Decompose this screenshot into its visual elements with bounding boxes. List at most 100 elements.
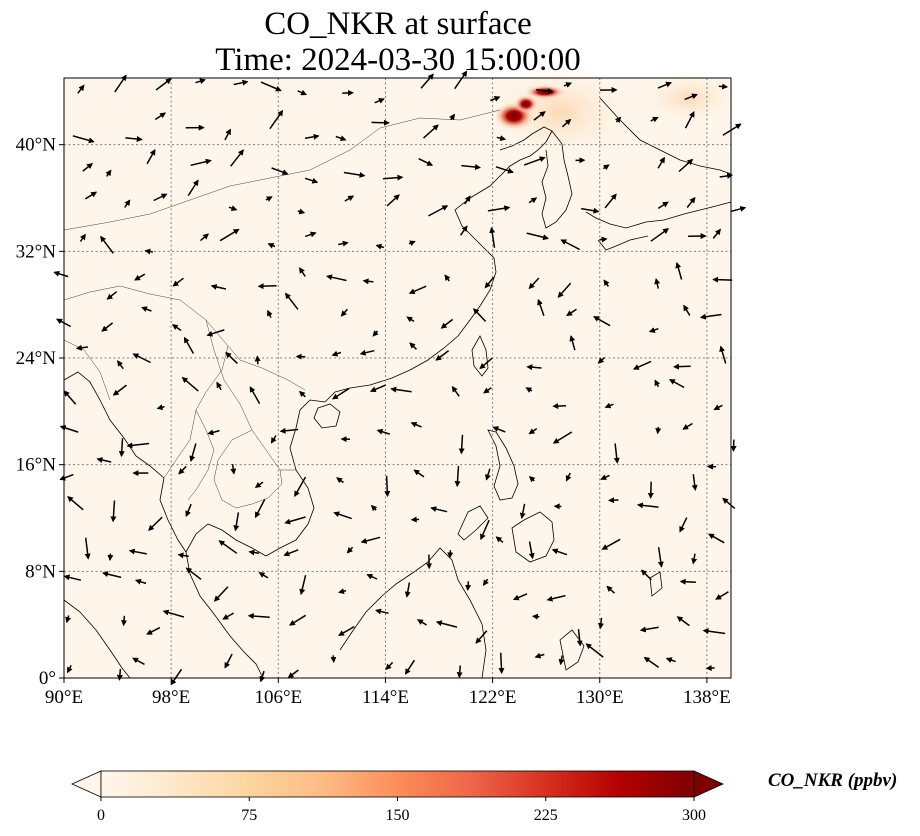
- co-plume: [525, 85, 565, 99]
- wind-arrow: [144, 248, 154, 255]
- wind-arrow: [338, 240, 349, 247]
- wind-arrow: [110, 500, 117, 523]
- wind-arrow: [459, 225, 468, 236]
- wind-arrow: [284, 516, 306, 525]
- wind-arrow: [526, 232, 550, 241]
- wind-arrow: [333, 511, 352, 520]
- wind-arrow: [440, 318, 454, 329]
- wind-arrow: [722, 497, 736, 509]
- wind-arrow: [673, 363, 691, 370]
- wind-arrow: [299, 575, 307, 596]
- wind-arrow: [534, 652, 545, 659]
- wind-arrow: [719, 345, 727, 364]
- lon-tick-label: 122°E: [469, 687, 517, 708]
- wind-arrow: [84, 537, 91, 560]
- wind-arrow: [496, 135, 507, 142]
- wind-arrow: [679, 578, 696, 585]
- wind-arrow: [632, 360, 652, 370]
- colorbar-label: CO_NKR (ppbv): [768, 770, 898, 791]
- wind-arrow: [178, 465, 187, 475]
- wind-arrow: [528, 475, 536, 483]
- wind-arrow: [731, 205, 747, 213]
- wind-arrow: [254, 499, 266, 519]
- wind-arrow: [416, 619, 427, 626]
- wind-arrow: [563, 82, 573, 88]
- wind-arrow: [72, 135, 95, 144]
- lon-tick-label: 98°E: [152, 687, 190, 708]
- wind-arrow: [270, 435, 277, 444]
- wind-arrow: [699, 313, 722, 320]
- wind-arrow: [146, 149, 156, 165]
- wind-arrow: [190, 158, 212, 167]
- wind-arrow: [340, 308, 348, 317]
- wind-arrow: [294, 476, 307, 498]
- wind-arrow: [132, 657, 145, 666]
- wind-arrow: [560, 239, 581, 251]
- wind-arrow: [565, 472, 572, 482]
- wind-arrow: [566, 308, 577, 317]
- wind-arrow: [185, 567, 202, 580]
- lat-tick-label: 8°N: [25, 561, 56, 582]
- wind-arrow: [335, 135, 347, 142]
- wind-arrow: [600, 474, 610, 480]
- wind-arrow: [730, 439, 737, 452]
- wind-arrow: [650, 116, 659, 123]
- wind-arrow: [639, 626, 659, 633]
- wind-arrow: [375, 243, 385, 250]
- wind-arrow: [369, 384, 386, 393]
- wind-vectors: [53, 70, 747, 686]
- wind-arrow: [461, 164, 481, 170]
- wind-arrow: [526, 364, 542, 371]
- wind-arrow: [614, 116, 622, 124]
- wind-arrow: [409, 342, 418, 350]
- wind-arrow: [233, 79, 249, 86]
- wind-arrow: [59, 473, 74, 481]
- wind-arrow: [702, 628, 726, 635]
- wind-arrow: [230, 149, 244, 167]
- wind-arrow: [528, 541, 535, 560]
- wind-arrow: [495, 166, 514, 174]
- wind-arrow: [492, 426, 506, 433]
- wind-arrow: [489, 226, 496, 248]
- wind-arrow: [569, 335, 576, 351]
- wind-arrow: [177, 552, 189, 559]
- wind-arrow: [384, 475, 391, 498]
- wind-arrow: [269, 109, 284, 130]
- wind-arrow: [708, 533, 725, 544]
- colorbar-tick-label: 75: [241, 807, 257, 824]
- wind-arrow: [101, 322, 114, 332]
- wind-arrow: [183, 336, 195, 354]
- wind-arrow: [643, 656, 660, 669]
- wind-arrow: [657, 156, 665, 169]
- wind-arrow: [536, 88, 554, 95]
- wind-arrow: [343, 171, 366, 178]
- wind-arrow: [576, 629, 583, 647]
- wind-arrow: [304, 177, 319, 184]
- wind-arrow: [655, 426, 662, 435]
- colorbar-tick-label: 150: [386, 807, 410, 824]
- wind-arrow: [599, 236, 608, 243]
- wind-arrow: [297, 208, 306, 215]
- wind-arrow: [125, 136, 143, 143]
- wind-arrow: [422, 124, 439, 139]
- wind-arrow: [456, 665, 463, 679]
- wind-arrow: [682, 422, 693, 430]
- wind-arrow: [684, 93, 698, 101]
- wind-arrow: [490, 95, 501, 102]
- colorbar-extend-max: [693, 770, 724, 798]
- wind-arrow: [116, 360, 124, 370]
- wind-arrow: [63, 390, 77, 405]
- wind-arrow: [153, 193, 168, 202]
- colorbar-tick-label: 225: [534, 807, 558, 824]
- wind-arrow: [385, 661, 394, 671]
- wind-arrow: [304, 231, 317, 238]
- wind-arrow: [248, 549, 260, 556]
- wind-arrow: [428, 205, 449, 217]
- colorbar-extend-min: [71, 770, 102, 798]
- wind-arrow: [218, 540, 238, 554]
- wind-arrow: [219, 228, 240, 242]
- wind-arrow: [647, 481, 654, 499]
- map-frame: [63, 77, 732, 679]
- wind-arrow: [225, 351, 238, 364]
